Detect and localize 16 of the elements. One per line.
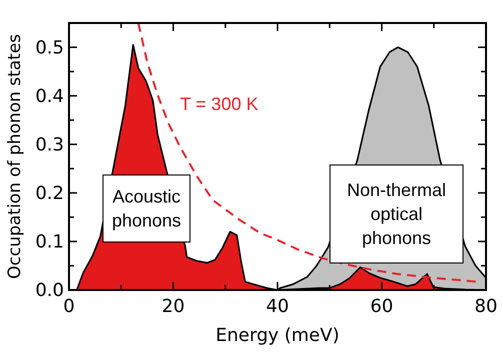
x-tick-label: 0: [63, 296, 75, 317]
y-axis-title: Occupation of phonon states: [5, 34, 25, 280]
annotation: Acoustic phonons: [112, 186, 182, 230]
annotation: T = 300 K: [180, 94, 258, 114]
x-axis-title: Energy (meV): [216, 325, 340, 346]
y-tick-label: 0.5: [35, 37, 64, 58]
annotation: Non-thermal optical phonons: [346, 180, 446, 248]
x-tick-label: 80: [474, 296, 498, 317]
x-tick-label: 60: [370, 296, 394, 317]
y-tick-label: 0.1: [35, 231, 64, 252]
y-tick-label: 0.2: [35, 182, 64, 204]
x-tick-label: 20: [162, 296, 185, 317]
y-tick-label: 0.0: [35, 280, 64, 301]
y-tick-label: 0.4: [35, 86, 64, 107]
y-tick-label: 0.3: [35, 134, 64, 156]
x-tick-label: 40: [266, 296, 289, 317]
